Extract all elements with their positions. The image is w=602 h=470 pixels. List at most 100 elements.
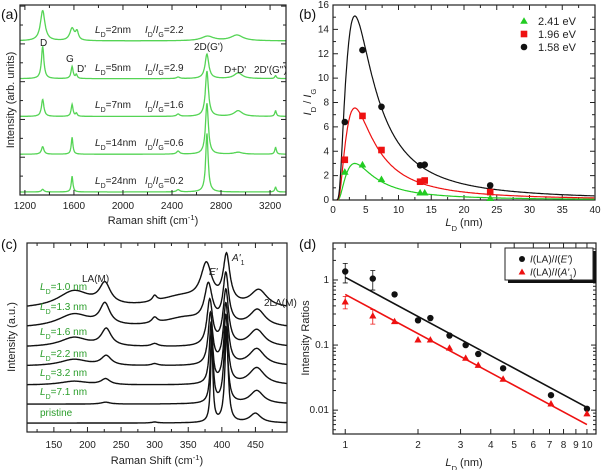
tick-label: 0 — [323, 195, 329, 206]
chart-c: 150 200 250 300 350 400 450 — [26, 242, 288, 451]
tick-label: 400 — [213, 440, 230, 451]
data-point — [499, 375, 507, 382]
data-point — [520, 17, 528, 24]
tick-label: 15 — [426, 205, 438, 216]
tick-label: 1 — [342, 440, 348, 451]
tick-label: 350 — [180, 440, 197, 451]
y-axis-label-c: Intensity (a.u.) — [6, 302, 18, 372]
data-point — [341, 298, 349, 305]
tick-label: 0.1 — [315, 340, 329, 351]
tick-label: 1600 — [63, 201, 86, 212]
data-point — [390, 317, 399, 325]
peak-label-e-prime: E' — [209, 267, 219, 278]
data-point — [391, 291, 398, 298]
spectrum-label-ratio: ID/IG=2.2 — [145, 25, 184, 39]
data-point — [583, 405, 591, 412]
panel-label-c: (c) — [1, 236, 17, 252]
peak-label-g: G — [66, 54, 74, 65]
tick-label: 10 — [393, 205, 405, 216]
peak-label-2la: 2LA(M) — [264, 298, 297, 309]
peak-label-a1-prime: A'1 — [231, 253, 245, 267]
legend-marker — [519, 256, 525, 262]
tick-label: 35 — [557, 205, 569, 216]
tick-label: 10 — [581, 440, 593, 451]
legend-entry: I(LA)/I(E') — [530, 255, 573, 266]
spectrum-label: LD=2.2 nm — [40, 349, 87, 363]
data-point — [414, 336, 422, 343]
spectrum-line — [27, 313, 287, 386]
tick-label: 150 — [46, 440, 63, 451]
spectrum-label: LD=1.3 nm — [40, 302, 87, 316]
data-point — [474, 361, 482, 368]
spectrum-line — [27, 287, 287, 347]
plot-frame — [332, 242, 597, 435]
spectrum-line — [20, 9, 286, 42]
chart-d: 1 2 3 4 5 6 7 8 9 10 1 0.1 0.01 — [310, 242, 597, 451]
y-axis-label-a: Intensity (arb. units) — [5, 52, 17, 149]
data-point — [359, 46, 366, 54]
data-point — [446, 332, 453, 339]
tick-label: 2000 — [112, 201, 135, 212]
peak-label-dprime: D' — [77, 64, 86, 75]
spectrum-label-ratio: ID/IG=2.9 — [145, 63, 184, 77]
data-point — [462, 341, 469, 349]
x-axis-label-c: Raman Shift (cm-1) — [111, 453, 203, 468]
tick-label: 14 — [318, 24, 330, 35]
tick-label: 5 — [511, 440, 517, 451]
spectrum-line — [27, 251, 287, 307]
legend-entry: 1.96 eV — [538, 29, 577, 41]
spectrum-label-ld: LD=5nm — [95, 63, 131, 77]
x-axis-label-a: Raman shift (cm-1) — [108, 213, 199, 228]
data-point — [486, 194, 494, 201]
legend-b: 2.41 eV1.96 eV1.58 eV — [520, 16, 577, 54]
spectrum-line — [20, 44, 286, 80]
spectrum-label: LD=7.1 nm — [40, 387, 87, 401]
tick-label: 200 — [79, 440, 96, 451]
legend-d: I(LA)/I(E') I(LA)/I(A'1) — [504, 247, 596, 283]
legend-entry: I(LA)/I(A'1) — [530, 268, 576, 282]
tick-label: 2 — [323, 171, 329, 182]
spectrum-labels-c: pristine LD=7.1 nm LD=3.2 nm LD=2.2 nm LD=1.… — [40, 282, 87, 419]
tick-label: 1 — [323, 275, 329, 286]
peak-label-d-dprime: D+D' — [224, 65, 246, 76]
data-point — [547, 391, 555, 399]
tick-label: 5 — [363, 205, 369, 216]
tick-label: 30 — [524, 205, 536, 216]
data-point — [475, 350, 482, 358]
data-point — [547, 400, 555, 407]
data-point — [421, 177, 428, 184]
data-point — [445, 344, 454, 351]
legend-box — [504, 247, 594, 281]
spectrum-line — [27, 330, 287, 424]
data-point — [520, 30, 528, 38]
spectrum-line — [27, 271, 287, 327]
panel-label-a: (a) — [1, 6, 18, 22]
tick-label: 4 — [488, 440, 494, 451]
data-point — [378, 146, 385, 154]
peak-label-la: LA(M) — [82, 274, 109, 285]
data-point — [462, 354, 470, 361]
panel-label-b: (b) — [299, 6, 316, 22]
spectrum-label-ratio: ID/IG=1.6 — [145, 100, 184, 114]
tick-label: 25 — [491, 205, 503, 216]
data-point — [358, 160, 367, 168]
spectrum-line — [20, 70, 286, 118]
spectrum-label: LD=1.6 nm — [40, 327, 87, 341]
tick-label: 300 — [146, 440, 163, 451]
tick-label: 9 — [573, 440, 579, 451]
tick-label: 10 — [318, 73, 330, 84]
tick-label: 1200 — [14, 201, 37, 212]
chart-a: 1200 1600 2000 2400 2800 3200 — [14, 4, 287, 212]
tick-label: 6 — [531, 440, 537, 451]
spectrum-line — [27, 301, 287, 367]
tick-label: 250 — [113, 440, 130, 451]
spectrum-label: LD=3.2 nm — [40, 368, 87, 382]
data-point — [499, 365, 507, 372]
tick-label: 2 — [415, 440, 421, 451]
legend-entry: 1.58 eV — [538, 42, 577, 54]
data-point — [421, 161, 429, 168]
tick-label: 8 — [561, 440, 567, 451]
data-point — [341, 118, 349, 126]
spectrum-label: LD=1.0 nm — [40, 282, 87, 296]
data-point — [416, 178, 424, 186]
